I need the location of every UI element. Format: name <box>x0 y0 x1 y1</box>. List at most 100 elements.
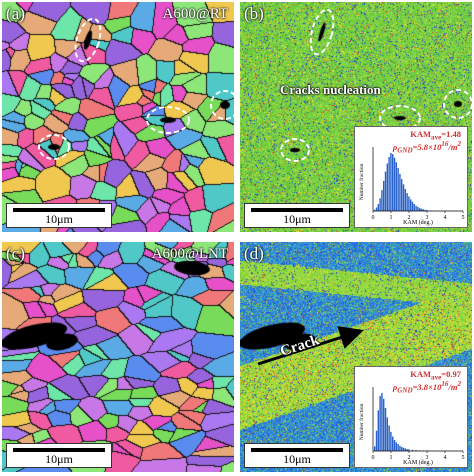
histogram-bar <box>391 436 394 451</box>
histogram-bar <box>377 204 380 211</box>
x-tick-label: 5 <box>462 455 465 461</box>
ipf-map-image <box>2 2 234 232</box>
histogram-bar <box>388 157 390 211</box>
histogram-bar <box>395 442 398 451</box>
panel-d-kam-map: (d) Crack 10μm 0 1 2 3 4 5 KAM (deg.) Number fr… <box>240 242 472 472</box>
histogram-bar <box>406 448 408 451</box>
histogram-bar <box>408 196 410 211</box>
scale-bar-line <box>251 208 343 212</box>
scale-bar-b: 10μm <box>244 203 350 228</box>
kam-histogram-inset-d: 0 1 2 3 4 5 KAM (deg.) Number fraction KAMave=0… <box>354 366 468 468</box>
histogram-bar <box>418 208 421 211</box>
scale-bar-label: 10μm <box>45 212 73 226</box>
histogram-bar <box>402 447 405 451</box>
histogram-bar <box>388 425 390 451</box>
kam-histogram-chart: 0 1 2 3 4 5 KAM (deg.) Number fraction <box>358 387 465 466</box>
kam-average-text: KAMave=1.48 <box>410 129 461 142</box>
x-tick-label: 1 <box>390 455 393 461</box>
panel-b-kam-map: (b) Cracks nucleation 10μm 0 1 2 3 4 5 KAM (de… <box>240 2 472 232</box>
histogram-bar <box>375 207 378 211</box>
x-tick-label: 2 <box>408 455 411 461</box>
scale-bar-line <box>251 448 343 452</box>
histogram-bar <box>382 398 385 451</box>
scale-bar-label: 10μm <box>45 452 73 466</box>
histogram-bar <box>379 395 381 451</box>
ipf-map-image <box>2 242 234 472</box>
histogram-bar <box>399 445 401 451</box>
histogram-bar <box>377 410 380 451</box>
panel-c-ipf-map: (c) A600@LNT 10μm <box>2 242 234 472</box>
scale-bar-a: 10μm <box>6 203 112 228</box>
histogram-bar <box>406 193 408 211</box>
histogram-bar <box>373 209 376 211</box>
x-tick-label: 5 <box>462 215 465 221</box>
histogram-bar <box>413 204 416 211</box>
x-tick-label: 4 <box>444 455 447 461</box>
histogram-bar <box>400 446 403 451</box>
x-tick-label: 3 <box>426 215 429 221</box>
gnd-density-text: ρGND=5.8×1016/m2 <box>392 140 461 155</box>
histogram-bar <box>404 448 407 451</box>
scale-bar-label: 10μm <box>283 212 311 226</box>
panel-label-d: (d) <box>244 244 264 263</box>
panel-label-c: (c) <box>6 244 25 263</box>
histogram-bar <box>386 417 389 451</box>
histogram-bar <box>399 173 401 211</box>
histogram-bar <box>411 449 414 451</box>
histogram-bar <box>422 209 425 211</box>
histogram-bar <box>375 430 378 451</box>
histogram-bar <box>390 153 392 211</box>
histogram-bar <box>404 188 407 211</box>
y-axis-label: Number fraction <box>358 404 365 441</box>
histogram-bar <box>373 446 376 451</box>
scale-bar-label: 10μm <box>283 452 311 466</box>
x-tick-label: 3 <box>426 455 429 461</box>
histogram-bar <box>400 179 403 211</box>
panel-label-b: (b) <box>244 4 264 23</box>
histogram-bar <box>415 450 417 451</box>
histogram-bar <box>382 180 385 211</box>
histogram-bar <box>381 393 383 451</box>
scale-bar-c: 10μm <box>6 443 112 468</box>
sample-condition-label-a: A600@RT <box>162 6 228 22</box>
histogram-bar <box>391 154 394 211</box>
crack-arrow-d <box>257 326 364 366</box>
x-tick-label: 4 <box>444 215 447 221</box>
crack-nucleation-annotation: Cracks nucleation <box>280 82 381 97</box>
histogram-bar <box>384 171 387 211</box>
scale-bar-d: 10μm <box>244 443 350 468</box>
x-tick-label: 2 <box>408 215 411 221</box>
histogram-bar <box>386 163 389 211</box>
x-tick-label: 0 <box>372 455 375 461</box>
histogram-bar <box>379 198 381 211</box>
x-tick-label: 1 <box>390 215 393 221</box>
histogram-bar <box>384 408 387 451</box>
histogram-bar <box>395 162 398 211</box>
histogram-bar <box>420 208 423 211</box>
histogram-bar <box>411 201 414 211</box>
histogram-bar <box>381 190 383 211</box>
sample-condition-label-c: A600@LNT <box>151 246 228 262</box>
histogram-bar <box>393 439 396 451</box>
histogram-bar <box>397 444 399 451</box>
kam-histogram-chart: 0 1 2 3 4 5 KAM (deg.) Number fraction <box>358 147 465 226</box>
histogram-bar <box>409 199 412 211</box>
kam-average-text: KAMave=0.97 <box>410 369 461 382</box>
histogram-bar <box>426 210 428 211</box>
x-tick-label: 0 <box>372 215 375 221</box>
x-axis-label: KAM (deg.) <box>403 459 433 466</box>
histogram-bar <box>415 205 417 211</box>
kam-histogram-inset-b: 0 1 2 3 4 5 KAM (deg.) Number fraction KAMave=1… <box>354 126 468 228</box>
crack-markers-a <box>38 17 234 160</box>
scale-bar-line <box>13 448 105 452</box>
histogram-bar <box>402 184 405 211</box>
histogram-bar <box>424 209 426 211</box>
histogram-bar <box>408 449 410 451</box>
y-axis-label: Number fraction <box>358 164 365 201</box>
histogram-bar <box>397 168 399 211</box>
histogram-bar <box>393 157 396 211</box>
histogram-bar <box>417 206 419 211</box>
scale-bar-line <box>13 208 105 212</box>
histogram-bar <box>390 431 392 451</box>
panel-a-ipf-map: (a) A600@RT 10μm <box>2 2 234 232</box>
